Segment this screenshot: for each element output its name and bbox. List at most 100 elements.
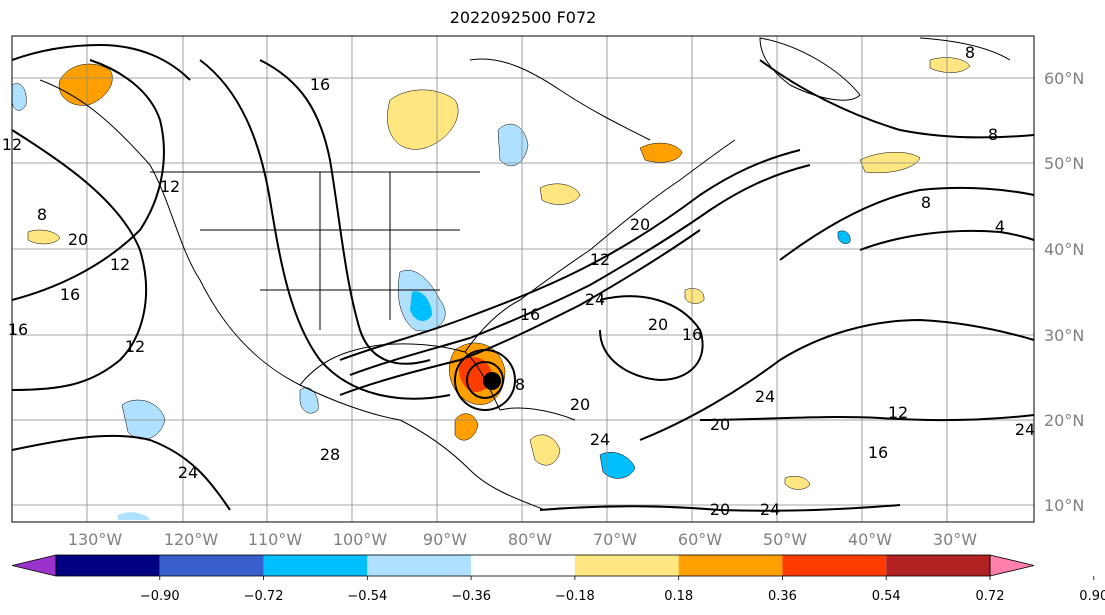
contour-line bbox=[859, 229, 1035, 251]
latitude-label: 40°N bbox=[1044, 240, 1084, 259]
colorbar-segment bbox=[263, 555, 368, 576]
shade-negative-patch bbox=[118, 512, 150, 520]
shade-positive-patch bbox=[639, 142, 683, 163]
longitude-label: 50°W bbox=[763, 530, 807, 549]
shade-negative-patch bbox=[11, 83, 27, 111]
latitude-label: 30°N bbox=[1044, 326, 1084, 345]
colorbar-extend-low bbox=[11, 554, 57, 577]
contour-label: 12 bbox=[590, 250, 610, 269]
contour-line bbox=[339, 229, 701, 396]
shade-positive-patch bbox=[929, 57, 971, 73]
contour-line bbox=[11, 434, 231, 511]
coastline-east-us bbox=[464, 139, 736, 353]
contour-line bbox=[339, 149, 801, 361]
shade-positive-patch bbox=[387, 89, 459, 150]
contour-label: 24 bbox=[585, 290, 605, 309]
contour-label: 8 bbox=[921, 193, 931, 212]
colorbar-tick-label: −0.54 bbox=[347, 589, 387, 604]
contour-label: 16 bbox=[682, 325, 702, 344]
colorbar-segment bbox=[678, 555, 783, 576]
colorbar-segment bbox=[886, 555, 990, 576]
colorbar-segment bbox=[782, 555, 887, 576]
shade-negative-patch bbox=[497, 123, 529, 167]
longitude-label: 70°W bbox=[593, 530, 637, 549]
contour-label: 12 bbox=[125, 337, 145, 356]
contour-line bbox=[779, 186, 1035, 261]
colorbar-tick-label: 0.90 bbox=[1079, 589, 1105, 604]
colorbar-tick-label: −0.90 bbox=[140, 589, 180, 604]
shade-positive-patch bbox=[859, 151, 921, 174]
longitude-label: 30°W bbox=[933, 530, 977, 549]
colorbar-tick-label: 0.54 bbox=[872, 589, 901, 604]
colorbar-tick-labels: −0.90 −0.72 −0.54 −0.36 −0.18 0.18 0.36 0.54 0.7… bbox=[140, 576, 1105, 604]
map-area: 1612812121620121624162024288122024202420… bbox=[2, 35, 1035, 523]
contour-label: 20 bbox=[710, 500, 730, 519]
contour-label: 4 bbox=[995, 217, 1005, 236]
graticule bbox=[12, 36, 1034, 522]
coastlines bbox=[39, 37, 1011, 511]
contour-line bbox=[11, 43, 191, 81]
colorbar-segment bbox=[367, 555, 472, 576]
shade-positive-patch bbox=[529, 434, 561, 466]
colorbar-extend-high bbox=[989, 554, 1035, 577]
colorbar-tick-label: −0.72 bbox=[244, 589, 284, 604]
coastline-gulf bbox=[299, 343, 501, 411]
contour-labels: 1612812121620121624162024288122024202420… bbox=[2, 43, 1035, 519]
contour-label: 16 bbox=[520, 305, 540, 324]
longitude-label: 40°W bbox=[848, 530, 892, 549]
latitude-labels: 60°N 50°N 40°N 30°N 20°N 10°N bbox=[1044, 69, 1084, 515]
contour-label: 16 bbox=[310, 75, 330, 94]
contour-label: 20 bbox=[570, 395, 590, 414]
shade-negative-patch bbox=[599, 452, 636, 479]
contour-line bbox=[11, 129, 148, 391]
contour-label: 24 bbox=[755, 387, 775, 406]
contour-line bbox=[599, 295, 704, 382]
hurricane-center-marker bbox=[483, 372, 501, 390]
longitude-label: 130°W bbox=[68, 530, 123, 549]
shade-negative-patch bbox=[410, 291, 432, 322]
colorbar-tick-label: 0.18 bbox=[664, 589, 693, 604]
longitude-label: 90°W bbox=[423, 530, 467, 549]
contour-line bbox=[259, 59, 431, 365]
contour-label: 24 bbox=[1015, 420, 1035, 439]
contour-line bbox=[539, 504, 901, 512]
latitude-label: 50°N bbox=[1044, 154, 1084, 173]
contour-label: 28 bbox=[320, 445, 340, 464]
colorbar bbox=[11, 554, 1035, 577]
height-contours bbox=[11, 43, 1035, 512]
contour-closed-low bbox=[466, 361, 504, 399]
map-frame bbox=[11, 35, 1035, 523]
contour-label: 16 bbox=[868, 443, 888, 462]
colorbar-segment bbox=[574, 555, 679, 576]
contour-label: 8 bbox=[988, 125, 998, 144]
contour-line bbox=[699, 414, 1035, 422]
colorbar-segment bbox=[159, 555, 264, 576]
contour-label: 24 bbox=[760, 500, 780, 519]
contour-label: 16 bbox=[60, 285, 80, 304]
contour-label: 16 bbox=[8, 320, 28, 339]
contour-label: 12 bbox=[110, 255, 130, 274]
latitude-label: 60°N bbox=[1044, 69, 1084, 88]
contour-label: 24 bbox=[590, 430, 610, 449]
shade-positive-patch bbox=[539, 183, 581, 205]
coastline-greenland bbox=[759, 37, 861, 101]
shade-negative-patch bbox=[837, 230, 851, 244]
latitude-label: 20°N bbox=[1044, 411, 1084, 430]
longitude-label: 110°W bbox=[248, 530, 303, 549]
contour-label: 20 bbox=[648, 315, 668, 334]
contour-line bbox=[349, 164, 811, 376]
contour-closed-low bbox=[454, 349, 516, 411]
longitude-label: 80°W bbox=[508, 530, 552, 549]
contour-label: 8 bbox=[965, 43, 975, 62]
contour-line bbox=[11, 59, 165, 301]
coastline-cuba bbox=[499, 407, 576, 421]
contour-label: 20 bbox=[68, 230, 88, 249]
contour-line bbox=[759, 59, 1035, 139]
contour-label: 20 bbox=[630, 215, 650, 234]
contour-label: 12 bbox=[160, 177, 180, 196]
longitude-label: 60°W bbox=[678, 530, 722, 549]
longitude-labels: 130°W 120°W 110°W 100°W 90°W 80°W 70°W 60°W 50°W… bbox=[68, 530, 977, 549]
colorbar-tick-label: 0.36 bbox=[768, 589, 797, 604]
contour-label: 8 bbox=[37, 205, 47, 224]
